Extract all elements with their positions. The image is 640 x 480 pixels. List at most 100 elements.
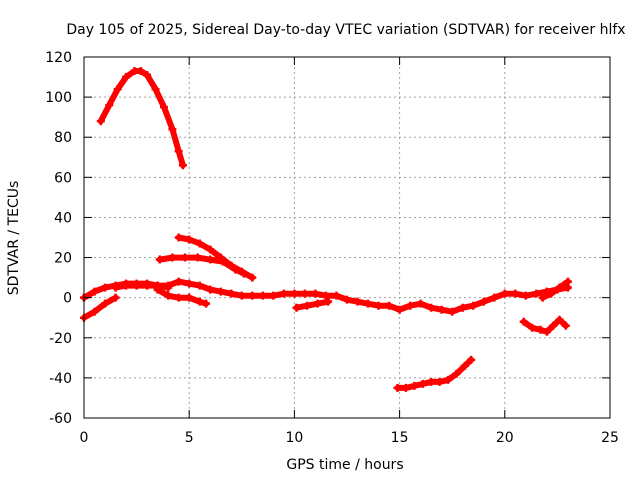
data-point: [479, 297, 488, 306]
data-point: [111, 283, 120, 292]
data-point: [269, 291, 278, 300]
data-point: [185, 235, 194, 244]
data-point: [528, 323, 537, 332]
series-line: [394, 356, 475, 391]
data-point: [519, 317, 528, 326]
data-point: [385, 301, 394, 310]
data-point: [563, 277, 572, 286]
y-tick-label: 40: [54, 210, 72, 226]
data-point: [136, 67, 145, 76]
data-point: [90, 287, 99, 296]
data-point: [195, 281, 204, 290]
x-tick-label: 5: [185, 430, 194, 446]
data-point: [216, 287, 225, 296]
data-point: [538, 293, 547, 302]
data-point: [555, 283, 564, 292]
data-point: [303, 301, 312, 310]
data-point: [180, 253, 189, 262]
y-tick-label: -40: [49, 371, 72, 387]
data-point: [202, 299, 211, 308]
data-point: [164, 281, 173, 290]
series-line: [293, 298, 332, 311]
data-point: [195, 297, 204, 306]
y-tick-label: 60: [54, 170, 72, 186]
data-point: [185, 293, 194, 302]
series-line: [97, 68, 186, 169]
x-tick-label: 15: [391, 430, 409, 446]
data-point: [555, 315, 564, 324]
chart-title: Day 105 of 2025, Sidereal Day-to-day VTE…: [66, 22, 625, 38]
data-point: [443, 375, 452, 384]
data-point: [206, 285, 215, 294]
data-point: [155, 255, 164, 264]
data-point: [343, 295, 351, 304]
series-line: [81, 294, 119, 321]
data-point: [159, 103, 168, 112]
x-tick-label: 0: [80, 430, 89, 446]
data-point: [427, 377, 436, 386]
data-point: [227, 289, 236, 298]
data-point: [174, 293, 183, 302]
data-point: [290, 289, 299, 298]
data-point: [521, 291, 530, 300]
data-point: [164, 291, 173, 300]
series-arc-7: [155, 253, 248, 278]
data-point: [410, 381, 419, 390]
data-point: [174, 277, 183, 286]
axis-ticks: 0 5 10 15 20 25 -60 -40 -20 0 20 40 60 80 100 120: [45, 50, 619, 446]
data-point: [332, 291, 341, 300]
data-point: [458, 303, 467, 312]
series-arc-1: [96, 67, 187, 170]
series-arc-10: [519, 315, 570, 336]
data-point: [90, 307, 99, 316]
y-tick-label: 100: [45, 90, 72, 106]
y-tick-label: -20: [49, 331, 72, 347]
y-tick-label: 120: [45, 50, 72, 66]
x-tick-label: 25: [601, 430, 619, 446]
data-point: [143, 281, 152, 290]
data-series: [80, 67, 572, 392]
y-tick-label: 80: [54, 130, 72, 146]
data-point: [467, 355, 476, 364]
data-point: [206, 255, 215, 264]
series-arc-11: [538, 277, 572, 302]
data-point: [532, 289, 541, 298]
data-point: [178, 161, 187, 170]
y-tick-label: 0: [63, 291, 72, 307]
data-point: [132, 281, 141, 290]
data-point: [153, 285, 162, 294]
x-tick-label: 10: [285, 430, 303, 446]
data-point: [105, 101, 114, 110]
data-point: [393, 383, 402, 392]
data-point: [174, 147, 183, 156]
data-point: [490, 293, 499, 302]
y-tick-label: -60: [49, 411, 72, 427]
data-point: [195, 239, 204, 248]
data-point: [536, 325, 545, 334]
data-point: [364, 299, 373, 308]
data-point: [300, 289, 309, 298]
data-point: [511, 289, 520, 298]
data-point: [113, 85, 122, 94]
data-point: [435, 377, 444, 386]
data-point: [561, 321, 570, 330]
data-point: [437, 305, 446, 314]
data-point: [460, 361, 469, 370]
data-point: [193, 253, 202, 262]
data-point: [395, 305, 404, 314]
data-point: [500, 289, 509, 298]
data-point: [248, 291, 257, 300]
data-point: [313, 299, 322, 308]
series-line: [539, 278, 571, 301]
data-point: [122, 73, 131, 82]
data-point: [122, 281, 131, 290]
data-point: [151, 85, 160, 94]
data-point: [168, 253, 177, 262]
data-point: [111, 293, 120, 302]
data-point: [406, 301, 415, 310]
data-point: [324, 297, 333, 306]
data-point: [143, 71, 152, 80]
data-point: [321, 291, 330, 300]
data-point: [279, 289, 288, 298]
